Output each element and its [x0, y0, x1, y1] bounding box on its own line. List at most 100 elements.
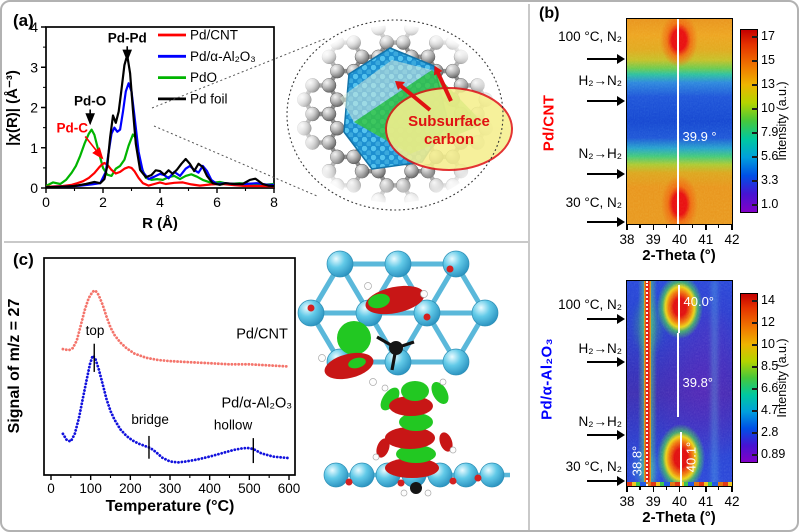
y-tick-label: 3: [30, 59, 38, 75]
colorbar-tick-label: 15: [761, 53, 775, 67]
c-atom: [389, 341, 403, 355]
charge-density-red: [389, 396, 433, 416]
condition-label: 100 °C, N₂: [558, 297, 622, 312]
site-annotation: hollow: [214, 417, 253, 432]
x-tick-label: 500: [238, 481, 261, 496]
tpd-curves: [61, 289, 291, 464]
peak-blob: [660, 174, 698, 224]
tpd-plot: 0 100 200 300 400 500 600 Temperature (°C) Signa…: [6, 250, 510, 515]
y-axis-title: Signal of m/z = 27: [6, 299, 23, 434]
h-atom: [424, 489, 432, 497]
xrd-heatmap-pdalumina: 40.0° 39.8° 38.8° 40.1°: [625, 279, 733, 487]
y-tick-label: 1: [30, 140, 38, 156]
colorbar-tick: [752, 36, 758, 38]
pd-atom: [479, 462, 505, 488]
right-arrow-icon: [587, 169, 625, 179]
x-tick-label: 200: [119, 481, 142, 496]
x-tick-label: 40: [671, 232, 688, 247]
panel-divider-vertical: [528, 4, 530, 530]
peak-position-label: 39.8°: [682, 374, 714, 390]
peak-position-line: [677, 284, 680, 333]
charge-density-red: [439, 432, 453, 452]
h-atom: [420, 290, 428, 298]
pd-atom: [297, 299, 325, 327]
right-arrow-icon: [587, 357, 625, 367]
series-label: Pd/α-Al₂O₃: [222, 396, 293, 412]
colorbar-tick: [752, 366, 758, 368]
inset-illustration: Subsurface carbon: [286, 19, 513, 211]
right-arrow-icon: [587, 96, 625, 106]
x-tick-label: 39: [645, 232, 661, 247]
x-tick-label: 8: [270, 194, 278, 210]
colorbar-tick-label: 14: [761, 293, 775, 307]
h-atom: [400, 489, 408, 497]
site-annotation: bridge: [131, 412, 169, 427]
o-atom: [423, 313, 431, 321]
y-tick-label: 2: [30, 100, 38, 116]
pd-atom: [442, 348, 470, 376]
charge-density-red: [376, 438, 390, 458]
red-arrow: [436, 72, 453, 102]
exafs-legend: Pd/CNT Pd/α-Al₂O₃ PdO Pd foil: [158, 28, 256, 106]
colorbar-tick-label: 12: [761, 315, 775, 329]
peak-position-label: 39.9 °: [682, 128, 717, 144]
colorbar-tick: [752, 204, 758, 206]
right-arrow-icon: [587, 476, 625, 486]
magnifier-cone-line: [153, 125, 318, 197]
subsurface-carbon-label-line1: Subsurface: [408, 113, 490, 130]
condition-label: 30 °C, N₂: [565, 459, 622, 474]
site-annotation: top: [86, 323, 105, 338]
plot-frame: [43, 257, 296, 476]
x-tick: [652, 225, 654, 230]
molecule-side-view: [323, 378, 510, 497]
x-tick-label: 400: [198, 481, 221, 496]
y-tick-label: 0: [30, 180, 38, 196]
right-arrow-icon: [587, 54, 625, 64]
legend-label: Pd foil: [190, 91, 228, 106]
annotation: Pd-Pd: [108, 30, 147, 45]
colorbar-tick: [752, 180, 758, 182]
panel-c: (c) 0 100 200 300 400 500 600 Temperature (°C) S…: [2, 242, 529, 530]
colorbar-tick-label: 6.6: [761, 381, 779, 395]
h-atom: [369, 378, 377, 386]
o-atom: [449, 477, 457, 485]
x-tick-label: 100: [79, 481, 102, 496]
subsurface-carbon-label-line2: carbon: [424, 131, 474, 148]
condition-label: H₂→N₂: [578, 341, 622, 356]
tpd-annotations: top bridge hollow Pd/CNT Pd/α-Al₂O₃: [86, 323, 293, 464]
exafs-axes: 0 2 4 6 8 0 1 2 3 4 R (Å) |χ(R)| (Å⁻³): [4, 19, 278, 232]
facet-plane-light: [340, 60, 432, 122]
x-tick-label: 42: [724, 494, 740, 509]
curve-PdO: [46, 128, 274, 187]
x-tick-label: 38: [619, 232, 635, 247]
x-minor-tick: [691, 225, 694, 228]
pd-atom: [323, 462, 349, 488]
pd-atom: [349, 462, 375, 488]
colorbar-tick-label: 7.9: [761, 125, 779, 139]
curve-Pd/CNT: [46, 161, 274, 188]
o-atom: [397, 479, 405, 487]
pd-atom: [453, 462, 479, 488]
subsurface-region: [385, 87, 513, 171]
pd-atom: [384, 250, 412, 278]
charge-density-red: [385, 427, 435, 449]
h-atom: [364, 282, 372, 290]
colorbar-tick: [752, 432, 758, 434]
pd-atom: [471, 299, 499, 327]
pd-lattice: [297, 250, 499, 376]
peak-position-line: [676, 18, 679, 224]
curve-Pd foil: [46, 54, 274, 188]
x-tick: [731, 225, 733, 230]
legend-label: PdO: [190, 70, 217, 85]
charge-density-green: [396, 445, 436, 463]
exafs-annotations: Pd-Pd Pd-O Pd-C: [56, 30, 147, 160]
curve-Pd/CNT: [61, 289, 291, 368]
x-minor-tick: [665, 225, 667, 228]
x-minor-tick: [718, 225, 720, 228]
peak-blob: [659, 18, 698, 67]
x-minor-tick: [691, 487, 694, 490]
colorbar-tick: [752, 322, 758, 324]
